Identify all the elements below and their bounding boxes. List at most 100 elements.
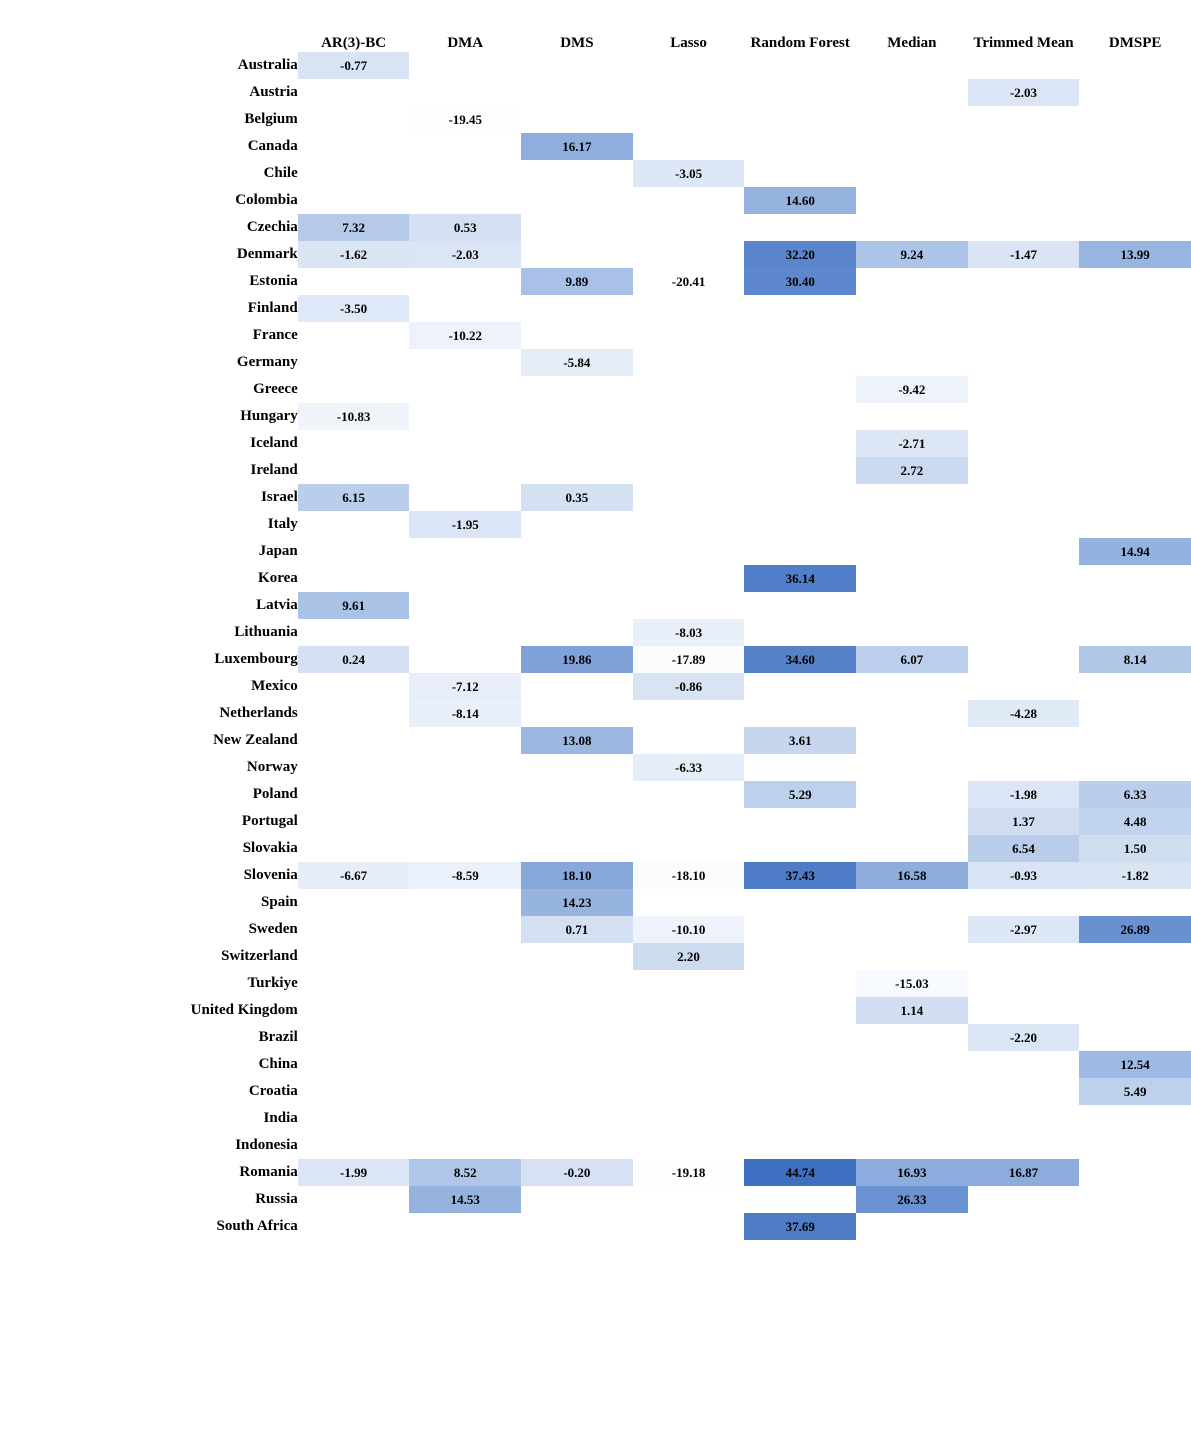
row-header: Spain bbox=[0, 889, 298, 916]
heatmap-cell: 13.08 bbox=[521, 727, 633, 754]
heatmap-cell: -0.86 bbox=[633, 673, 745, 700]
heatmap-empty-cell bbox=[521, 1132, 633, 1159]
heatmap-cell: 2.20 bbox=[633, 943, 745, 970]
heatmap-empty-cell bbox=[968, 673, 1080, 700]
heatmap-cell: -1.82 bbox=[1079, 862, 1191, 889]
heatmap-empty-cell bbox=[298, 133, 410, 160]
heatmap-empty-cell bbox=[1079, 511, 1191, 538]
heatmap-cell: 0.71 bbox=[521, 916, 633, 943]
heatmap-empty-cell bbox=[744, 511, 856, 538]
heatmap-empty-cell bbox=[409, 592, 521, 619]
heatmap-empty-cell bbox=[409, 187, 521, 214]
row-header: Ireland bbox=[0, 457, 298, 484]
heatmap-empty-cell bbox=[968, 52, 1080, 79]
heatmap-cell: -10.22 bbox=[409, 322, 521, 349]
table-row: Mexico-7.12-0.86 bbox=[0, 673, 1191, 700]
heatmap-empty-cell bbox=[633, 727, 745, 754]
heatmap-cell: -2.71 bbox=[856, 430, 968, 457]
heatmap-empty-cell bbox=[633, 241, 745, 268]
heatmap-cell: -2.03 bbox=[968, 79, 1080, 106]
heatmap-empty-cell bbox=[856, 484, 968, 511]
heatmap-empty-cell bbox=[409, 889, 521, 916]
heatmap-empty-cell bbox=[409, 1132, 521, 1159]
row-header: Iceland bbox=[0, 430, 298, 457]
heatmap-header: AR(3)-BCDMADMSLassoRandom ForestMedianTr… bbox=[0, 0, 1191, 52]
heatmap-empty-cell bbox=[633, 1213, 745, 1240]
heatmap-cell: 0.35 bbox=[521, 484, 633, 511]
table-row: Lithuania-8.03 bbox=[0, 619, 1191, 646]
heatmap-empty-cell bbox=[521, 673, 633, 700]
table-row: Switzerland2.20 bbox=[0, 943, 1191, 970]
heatmap-empty-cell bbox=[409, 538, 521, 565]
heatmap-empty-cell bbox=[633, 1051, 745, 1078]
heatmap-empty-cell bbox=[744, 1105, 856, 1132]
heatmap-empty-cell bbox=[744, 592, 856, 619]
heatmap-empty-cell bbox=[1079, 133, 1191, 160]
heatmap-empty-cell bbox=[856, 781, 968, 808]
heatmap-empty-cell bbox=[298, 1186, 410, 1213]
table-row: Denmark-1.62-2.0332.209.24-1.4713.99 bbox=[0, 241, 1191, 268]
heatmap-cell: 9.89 bbox=[521, 268, 633, 295]
heatmap-empty-cell bbox=[298, 1213, 410, 1240]
row-header: Luxembourg bbox=[0, 646, 298, 673]
row-header: Slovakia bbox=[0, 835, 298, 862]
heatmap-cell: -8.03 bbox=[633, 619, 745, 646]
heatmap-empty-cell bbox=[968, 646, 1080, 673]
heatmap-empty-cell bbox=[409, 457, 521, 484]
heatmap-empty-cell bbox=[633, 1105, 745, 1132]
heatmap-cell: 8.52 bbox=[409, 1159, 521, 1186]
heatmap-empty-cell bbox=[968, 430, 1080, 457]
heatmap-empty-cell bbox=[1079, 187, 1191, 214]
row-header: Germany bbox=[0, 349, 298, 376]
heatmap-empty-cell bbox=[409, 970, 521, 997]
heatmap-empty-cell bbox=[1079, 700, 1191, 727]
heatmap-empty-cell bbox=[409, 484, 521, 511]
heatmap-empty-cell bbox=[968, 997, 1080, 1024]
row-header: France bbox=[0, 322, 298, 349]
heatmap-empty-cell bbox=[744, 538, 856, 565]
heatmap-empty-cell bbox=[968, 889, 1080, 916]
heatmap-empty-cell bbox=[968, 376, 1080, 403]
heatmap-empty-cell bbox=[744, 133, 856, 160]
heatmap-cell: 8.14 bbox=[1079, 646, 1191, 673]
heatmap-empty-cell bbox=[521, 1105, 633, 1132]
heatmap-cell: 14.94 bbox=[1079, 538, 1191, 565]
heatmap-empty-cell bbox=[856, 268, 968, 295]
table-row: France -10.22 bbox=[0, 322, 1191, 349]
heatmap-empty-cell bbox=[521, 187, 633, 214]
row-header: Latvia bbox=[0, 592, 298, 619]
heatmap-cell: 6.33 bbox=[1079, 781, 1191, 808]
heatmap-empty-cell bbox=[968, 1186, 1080, 1213]
heatmap-empty-cell bbox=[409, 727, 521, 754]
heatmap-empty-cell bbox=[968, 268, 1080, 295]
heatmap-empty-cell bbox=[856, 835, 968, 862]
heatmap-empty-cell bbox=[856, 592, 968, 619]
heatmap-empty-cell bbox=[1079, 970, 1191, 997]
heatmap-empty-cell bbox=[1079, 160, 1191, 187]
heatmap-empty-cell bbox=[1079, 457, 1191, 484]
row-header: Colombia bbox=[0, 187, 298, 214]
heatmap-empty-cell bbox=[856, 808, 968, 835]
row-header: Romania bbox=[0, 1159, 298, 1186]
heatmap-cell: -8.14 bbox=[409, 700, 521, 727]
heatmap-empty-cell bbox=[744, 295, 856, 322]
heatmap-empty-cell bbox=[968, 322, 1080, 349]
heatmap-empty-cell bbox=[968, 592, 1080, 619]
heatmap-empty-cell bbox=[1079, 997, 1191, 1024]
row-header: Japan bbox=[0, 538, 298, 565]
heatmap-cell: 16.58 bbox=[856, 862, 968, 889]
heatmap-empty-cell bbox=[298, 457, 410, 484]
heatmap-cell: -1.62 bbox=[298, 241, 410, 268]
heatmap-empty-cell bbox=[298, 754, 410, 781]
table-row: Turkiye-15.03 bbox=[0, 970, 1191, 997]
heatmap-cell: 2.72 bbox=[856, 457, 968, 484]
heatmap-empty-cell bbox=[409, 1024, 521, 1051]
heatmap-empty-cell bbox=[633, 79, 745, 106]
heatmap-cell: 37.43 bbox=[744, 862, 856, 889]
table-row: Croatia5.49 bbox=[0, 1078, 1191, 1105]
heatmap-empty-cell bbox=[298, 727, 410, 754]
column-header: DMSPE bbox=[1079, 0, 1191, 52]
heatmap-empty-cell bbox=[409, 349, 521, 376]
heatmap-empty-cell bbox=[633, 592, 745, 619]
heatmap-empty-cell bbox=[633, 1186, 745, 1213]
